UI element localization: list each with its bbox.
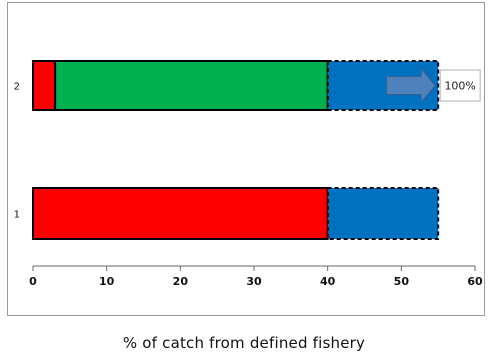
x-tick-label-60: 60 — [467, 275, 483, 288]
x-tick-label-10: 10 — [99, 275, 115, 288]
bar-2-segment-2 — [54, 60, 329, 111]
annotation-box — [439, 69, 481, 102]
bar-1-segment-1 — [32, 187, 329, 240]
bar-2-segment-1 — [32, 60, 57, 111]
bar-2-arrow — [386, 67, 436, 104]
annotation-label: 100% — [444, 80, 475, 93]
y-category-label-1: 1 — [14, 210, 20, 221]
x-tick-label-40: 40 — [320, 275, 336, 288]
bar-1-segment-2 — [326, 187, 440, 240]
x-tick-label-50: 50 — [394, 275, 410, 288]
x-axis-label: % of catch from defined fishery — [122, 334, 366, 352]
x-tick-label-0: 0 — [29, 275, 37, 288]
y-category-label-2: 2 — [14, 82, 20, 93]
x-tick-label-20: 20 — [173, 275, 189, 288]
x-tick-label-30: 30 — [246, 275, 262, 288]
chart-frame — [7, 2, 485, 316]
